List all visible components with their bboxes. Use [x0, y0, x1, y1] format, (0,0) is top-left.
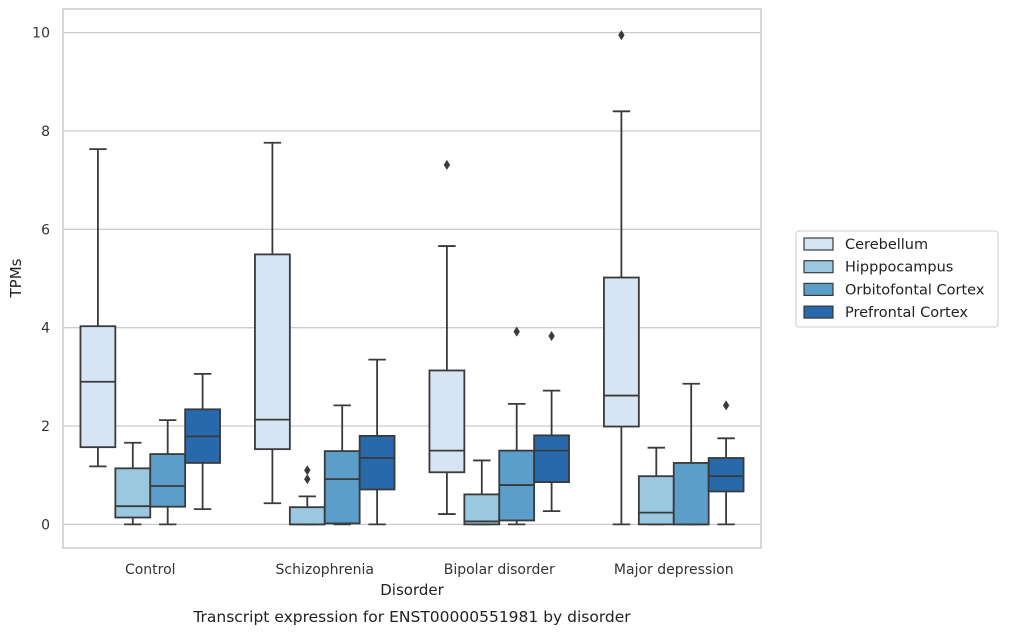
box-body	[358, 434, 396, 491]
legend-swatch-1	[803, 260, 834, 274]
box-1-3	[637, 446, 675, 526]
box-body	[672, 462, 710, 526]
chart-caption: Transcript expression for ENST0000055198…	[192, 608, 631, 626]
legend-swatch-2	[803, 282, 834, 296]
y-tick-label-6: 6	[41, 222, 50, 238]
legend-label-1: Hipppocampus	[845, 260, 953, 276]
box-2-1	[323, 404, 361, 526]
box-body	[533, 434, 570, 484]
box-body	[637, 475, 675, 526]
outlier-0	[304, 474, 311, 485]
outlier-0	[618, 30, 625, 41]
y-tick-label-10: 10	[32, 26, 50, 42]
y-tick-label-8: 8	[41, 124, 50, 140]
outlier-0	[722, 400, 730, 411]
box-2-2	[498, 326, 536, 526]
legend: Cerebellum Hipppocampus Orbitofontal Corte…	[795, 230, 999, 328]
box-3-0	[184, 373, 221, 511]
box-body	[428, 369, 466, 474]
y-tick-label-4: 4	[41, 321, 50, 337]
y-axis-label: TPMs	[7, 258, 25, 298]
outlier-0	[513, 326, 520, 337]
box-0-3	[603, 30, 640, 526]
box-1-2	[463, 459, 501, 526]
x-tick-label-2: Bipolar disorder	[444, 562, 555, 578]
legend-items: Cerebellum Hipppocampus Orbitofontal Corte…	[803, 237, 985, 321]
box-0-1	[254, 141, 291, 505]
x-tick-label-0: Control	[125, 562, 176, 578]
box-2-3	[672, 382, 710, 526]
box-1-1	[288, 465, 326, 526]
box-body	[603, 276, 640, 428]
box-body	[288, 506, 326, 526]
box-body	[323, 450, 361, 525]
y-axis-ticks: 0 2 4 6 8 10	[32, 26, 50, 534]
legend-label-2: Orbitofontal Cortex	[845, 282, 985, 298]
x-axis-label: Disorder	[380, 581, 444, 599]
box-body	[114, 467, 152, 519]
box-body	[254, 253, 291, 451]
box-body	[463, 493, 501, 526]
legend-swatch-3	[803, 305, 834, 319]
x-axis-ticks: Control Schizophrenia Bipolar disorder Majo…	[125, 562, 734, 578]
box-body	[149, 453, 187, 508]
legend-frame	[795, 230, 999, 328]
legend-label-3: Prefrontal Cortex	[845, 305, 968, 321]
legend-label-0: Cerebellum	[845, 237, 928, 253]
box-3-3	[707, 400, 745, 526]
outlier-0	[443, 159, 451, 170]
box-1-0	[114, 441, 152, 526]
outlier-0	[548, 331, 555, 342]
box-body	[707, 457, 745, 493]
x-tick-label-1: Schizophrenia	[276, 562, 374, 578]
box-2-0	[149, 419, 187, 526]
box-body	[79, 325, 117, 449]
box-3-2	[533, 331, 570, 513]
box-series	[79, 30, 745, 526]
box-0-0	[79, 148, 117, 468]
outlier-1	[304, 465, 311, 476]
plot-area-frame	[62, 8, 762, 549]
x-tick-label-3: Major depression	[614, 562, 734, 578]
box-0-2	[428, 159, 466, 515]
y-tick-label-2: 2	[41, 419, 50, 435]
legend-swatch-0	[803, 237, 834, 251]
box-3-1	[358, 358, 396, 526]
y-tick-label-0: 0	[41, 517, 50, 533]
